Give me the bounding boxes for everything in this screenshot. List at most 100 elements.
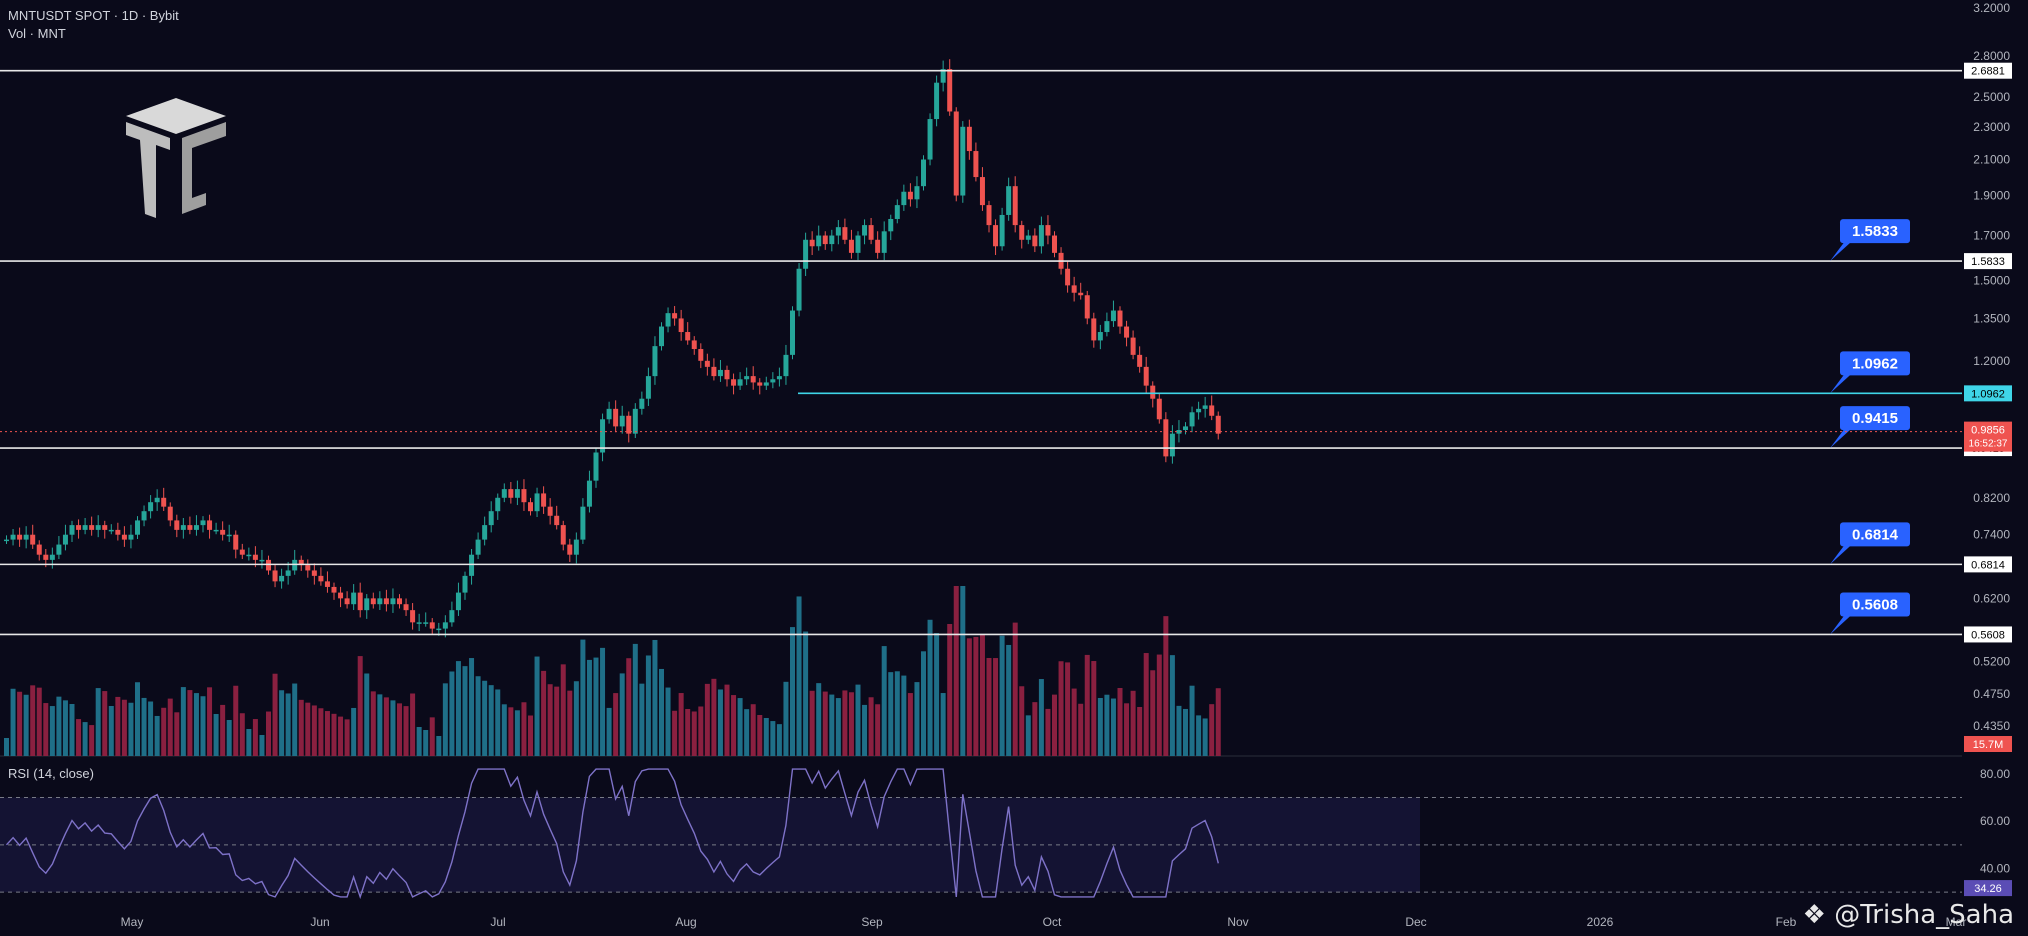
volume-bar bbox=[704, 683, 710, 756]
level-badge-label: 0.5608 bbox=[1852, 596, 1898, 613]
candle bbox=[1052, 235, 1057, 253]
volume-bar bbox=[809, 690, 815, 756]
volume-bar bbox=[600, 647, 606, 756]
candle bbox=[901, 191, 907, 206]
candle bbox=[259, 559, 265, 562]
volume-bar bbox=[285, 693, 291, 756]
candle bbox=[1078, 292, 1084, 296]
volume-bar bbox=[580, 639, 586, 756]
level-price-label: 2.6881 bbox=[1971, 66, 2005, 78]
volume-bar bbox=[921, 651, 926, 756]
candle bbox=[475, 539, 481, 555]
candle bbox=[731, 379, 737, 386]
x-tick-label: May bbox=[121, 915, 144, 929]
candle bbox=[383, 598, 389, 605]
volume-bar bbox=[357, 656, 363, 756]
candle bbox=[1150, 385, 1156, 399]
level-badge bbox=[1840, 406, 1910, 431]
candle bbox=[816, 235, 822, 247]
price-tick-label: 1.7000 bbox=[1973, 229, 2010, 243]
volume-bar bbox=[848, 692, 854, 756]
volume-bar bbox=[560, 664, 566, 756]
volume-bar bbox=[30, 685, 36, 756]
level-price-label: 1.0962 bbox=[1971, 388, 2005, 400]
candle bbox=[141, 511, 147, 521]
volume-bar bbox=[475, 676, 481, 756]
candle bbox=[1104, 321, 1110, 333]
volume-bar bbox=[397, 703, 402, 756]
candle bbox=[501, 489, 507, 498]
x-tick-label: Oct bbox=[1043, 915, 1062, 929]
candle bbox=[613, 408, 619, 427]
candle bbox=[757, 382, 763, 386]
volume-bar bbox=[324, 711, 330, 756]
candle bbox=[429, 622, 435, 629]
volume-bar bbox=[95, 688, 101, 756]
candle bbox=[1124, 326, 1130, 338]
candle bbox=[960, 126, 966, 196]
candle bbox=[213, 529, 219, 532]
candle bbox=[364, 598, 370, 611]
volume-bar bbox=[1091, 661, 1097, 756]
candle bbox=[442, 622, 448, 629]
candle bbox=[626, 415, 632, 434]
candle bbox=[1084, 295, 1090, 319]
x-tick-label: Mar bbox=[1946, 915, 1967, 929]
volume-bar bbox=[632, 643, 638, 756]
candle bbox=[685, 332, 691, 341]
price-tick-label: 2.1000 bbox=[1973, 153, 2010, 167]
badge-pointer bbox=[1830, 614, 1852, 635]
volume-bar bbox=[252, 719, 258, 756]
volume-bar bbox=[135, 682, 140, 756]
volume-bar bbox=[659, 668, 664, 756]
volume-bar bbox=[1130, 690, 1136, 756]
volume-bar bbox=[685, 708, 691, 756]
candle bbox=[862, 225, 868, 236]
candle bbox=[416, 622, 422, 624]
price-tick-label: 1.3500 bbox=[1973, 311, 2010, 325]
candle bbox=[135, 520, 140, 535]
volume-bar bbox=[220, 704, 226, 756]
candle bbox=[521, 489, 527, 503]
candle bbox=[560, 525, 566, 545]
candle bbox=[220, 529, 226, 535]
volume-bar bbox=[1038, 679, 1044, 756]
candle bbox=[1032, 235, 1038, 247]
volume-bar bbox=[829, 694, 835, 756]
candle bbox=[10, 534, 16, 540]
candle bbox=[554, 515, 560, 526]
volume-bar bbox=[390, 700, 396, 756]
volume-bar bbox=[1052, 694, 1057, 756]
volume-bar bbox=[914, 682, 920, 756]
candle bbox=[410, 610, 416, 623]
volume-bar bbox=[1071, 688, 1077, 756]
countdown-label: 16:52:37 bbox=[1969, 439, 2008, 450]
volume-bar bbox=[259, 735, 265, 756]
volume-bar bbox=[403, 706, 409, 756]
volume-bar bbox=[639, 683, 645, 756]
candle bbox=[593, 452, 599, 481]
volume-bar bbox=[351, 707, 357, 756]
level-badge bbox=[1840, 592, 1910, 617]
volume-bar bbox=[1078, 703, 1084, 756]
volume-bar bbox=[737, 698, 743, 756]
candle bbox=[678, 318, 684, 333]
candle bbox=[1137, 354, 1143, 367]
author-watermark: ❖ @Trisha_Saha bbox=[1802, 900, 2014, 930]
rsi-current-label: 34.26 bbox=[1974, 883, 2002, 895]
volume-bar bbox=[514, 710, 520, 756]
volume-bar bbox=[973, 636, 979, 756]
volume-bar bbox=[1084, 654, 1090, 756]
volume-bar bbox=[239, 713, 245, 756]
rsi-current-tag bbox=[1964, 880, 2012, 897]
candle bbox=[809, 239, 815, 247]
level-price-tag bbox=[1964, 626, 2012, 643]
volume-bar bbox=[855, 684, 861, 756]
current-price-label: 0.9856 bbox=[1971, 425, 2005, 437]
volume-bar bbox=[246, 729, 252, 756]
candle bbox=[534, 493, 540, 512]
candle bbox=[999, 214, 1005, 247]
candle bbox=[934, 82, 940, 120]
